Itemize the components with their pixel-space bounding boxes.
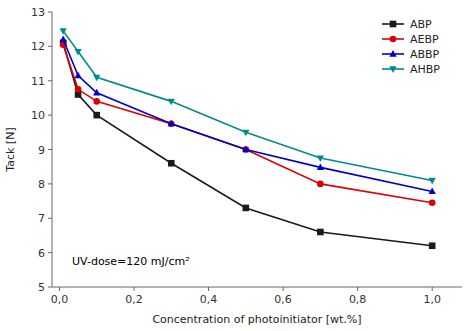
data-point — [75, 86, 82, 93]
data-point — [60, 28, 67, 35]
data-point — [317, 155, 324, 162]
legend-label: AHBP — [410, 63, 440, 76]
x-tick — [208, 287, 209, 291]
data-point — [74, 72, 81, 79]
data-point — [317, 229, 324, 236]
y-tick — [48, 46, 52, 47]
data-point — [93, 89, 100, 96]
data-point — [317, 163, 324, 170]
data-point — [243, 205, 250, 212]
legend-label: ABBP — [410, 48, 440, 61]
x-tick-label: 1,0 — [423, 293, 441, 306]
data-point — [429, 199, 436, 206]
legend-marker — [390, 21, 397, 28]
data-point — [429, 187, 436, 194]
annotation: UV-dose=120 mJ/cm² — [72, 255, 190, 268]
legend-marker — [390, 36, 397, 43]
y-tick — [48, 218, 52, 219]
y-tick — [48, 183, 52, 184]
data-point — [93, 98, 100, 105]
y-tick-label: 9 — [38, 144, 45, 157]
y-tick — [48, 12, 52, 13]
data-point — [60, 36, 67, 43]
data-point — [429, 178, 436, 185]
x-tick — [59, 287, 60, 291]
y-tick — [48, 80, 52, 81]
x-tick-label: 0,8 — [349, 293, 367, 306]
y-tick — [48, 252, 52, 253]
data-point — [168, 160, 175, 167]
y-tick-label: 10 — [31, 109, 45, 122]
x-axis-label: Concentration of photoinitiator [wt.%] — [152, 313, 361, 326]
x-tick — [134, 287, 135, 291]
y-tick-label: 13 — [31, 6, 45, 19]
x-tick — [432, 287, 433, 291]
data-point — [168, 120, 175, 127]
x-tick-label: 0,6 — [274, 293, 292, 306]
y-tick — [48, 149, 52, 150]
x-axis-line — [52, 287, 462, 288]
y-tick-label: 8 — [38, 178, 45, 191]
data-point — [242, 146, 249, 153]
y-tick-label: 6 — [38, 247, 45, 260]
background — [0, 0, 474, 331]
chart-container: 0,0 0,2 0,4 0,6 0,8 1,0 5 6 7 8 9 10 11 12 13 Concentra… — [0, 0, 474, 331]
y-tick — [48, 287, 52, 288]
y-tick-label: 5 — [38, 281, 45, 294]
data-point — [74, 49, 81, 56]
x-tick-label: 0,2 — [125, 293, 143, 306]
legend-marker — [389, 66, 396, 73]
y-tick-label: 12 — [31, 40, 45, 53]
x-tick-label: 0,0 — [51, 293, 69, 306]
legend: ABP AEBP ABBP AHBP — [382, 18, 440, 76]
series-line — [63, 31, 432, 181]
y-tick — [48, 115, 52, 116]
x-tick — [283, 287, 284, 291]
data-point — [168, 99, 175, 106]
y-tick-label: 7 — [38, 212, 45, 225]
y-axis-label: Tack [N] — [4, 127, 17, 172]
chart: 0,0 0,2 0,4 0,6 0,8 1,0 5 6 7 8 9 10 11 12 13 Concentra… — [0, 0, 474, 331]
legend-label: AEBP — [410, 33, 439, 46]
data-point — [317, 181, 324, 188]
data-point — [242, 130, 249, 137]
series-line — [63, 43, 432, 246]
y-tick-label: 11 — [31, 75, 45, 88]
legend-marker — [389, 50, 396, 57]
plot-area — [60, 28, 436, 249]
data-point — [429, 242, 436, 249]
data-point — [93, 75, 100, 82]
x-tick — [357, 287, 358, 291]
data-point — [93, 112, 100, 119]
x-tick-label: 0,4 — [200, 293, 218, 306]
legend-label: ABP — [410, 18, 432, 31]
